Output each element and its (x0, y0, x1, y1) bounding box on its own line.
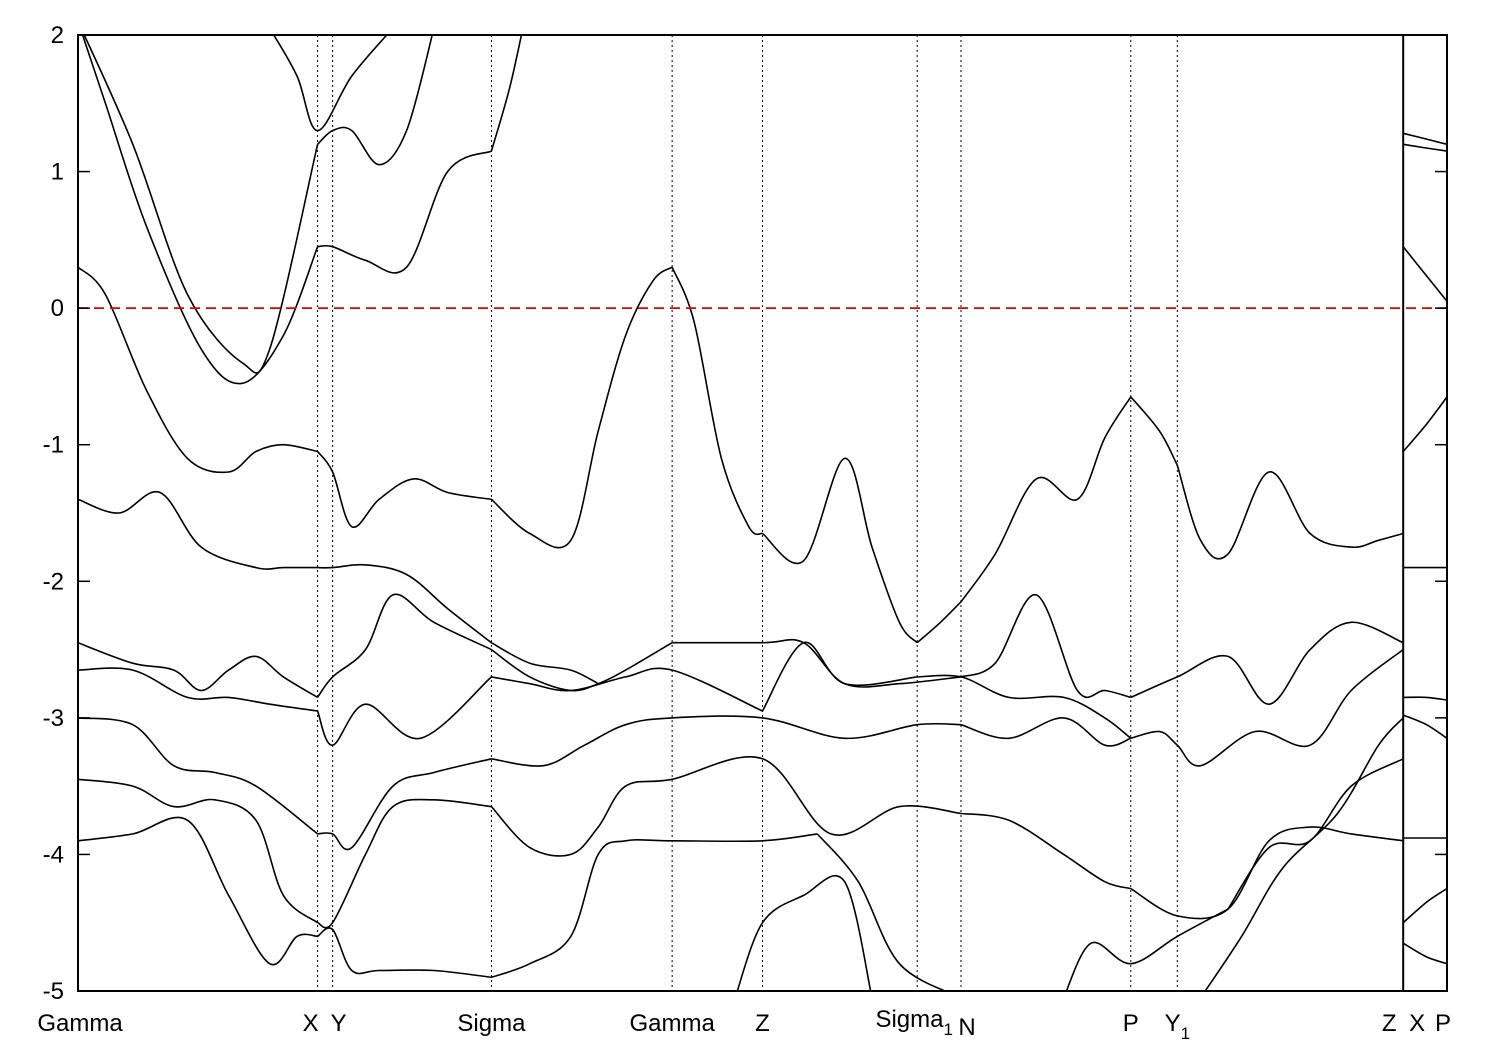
band-line (491, 667, 763, 712)
x-tick-label: Gamma (37, 1010, 123, 1037)
band-line (1403, 696, 1447, 701)
band-line (960, 396, 1132, 603)
band-line (1130, 648, 1404, 767)
band-line (816, 833, 948, 991)
band-line (78, 717, 319, 835)
x-tick-label: P (1435, 1010, 1451, 1037)
band-line (317, 35, 434, 166)
band-line (1065, 908, 1229, 991)
band-line (317, 758, 492, 851)
y-tick-label: -3 (43, 705, 64, 732)
y-tick-label: 2 (51, 22, 64, 49)
x-tick-label-subscript: 1 (943, 1020, 952, 1039)
band-line (1402, 887, 1447, 924)
band-line (317, 798, 492, 929)
band-line (917, 674, 1132, 739)
band-line (1130, 826, 1404, 920)
x-tick-label: Y (331, 1010, 347, 1037)
band-line (78, 641, 319, 699)
x-axis: Gamma X Y Sigma Gamma Z Sigma1 N P Y1 Z X P (37, 1006, 1451, 1043)
band-line (490, 266, 673, 549)
band-line (761, 641, 918, 712)
band-line (1130, 396, 1179, 466)
x-tick-label: P (1123, 1010, 1139, 1037)
band-line (1402, 396, 1447, 453)
x-tick-label: Gamma (629, 1010, 715, 1037)
band-line (78, 266, 318, 474)
x-tick-label: X (303, 1010, 319, 1037)
band-line (1402, 132, 1447, 146)
plot-frame (77, 34, 1448, 992)
band-line (736, 874, 872, 991)
band-line (1130, 621, 1404, 706)
band-line (960, 717, 1132, 747)
band-line (491, 641, 599, 685)
band-line (81, 35, 319, 385)
band-line (317, 563, 492, 644)
x-tick-label-subscript: 1 (1181, 1024, 1190, 1043)
kpoint-lines (317, 35, 1405, 991)
band-line (317, 150, 492, 274)
band-line (316, 593, 492, 698)
band-line (78, 490, 318, 570)
band-line (83, 35, 319, 374)
band-line (761, 457, 918, 644)
y-tick-label: -4 (43, 841, 64, 868)
band-line (672, 638, 962, 688)
band-line (671, 266, 763, 536)
band-line (960, 812, 1132, 890)
band-line (1204, 717, 1404, 991)
y-tick-label: -1 (43, 432, 64, 459)
band-line (491, 715, 962, 767)
band-line (272, 35, 388, 132)
band-line (1402, 714, 1447, 739)
band-line (490, 642, 673, 692)
band-line (916, 601, 962, 644)
y-axis: 2 1 0 -1 -2 -3 -4 -5 (43, 22, 1447, 1005)
band-line (316, 451, 492, 528)
band-line (960, 594, 1132, 699)
bands (78, 35, 1447, 991)
band-line (78, 778, 319, 924)
band-line (1402, 942, 1447, 965)
x-tick-label: N (958, 1014, 975, 1041)
band-line (1403, 143, 1447, 152)
band-line (490, 35, 523, 152)
x-tick-label: Z (755, 1010, 770, 1037)
band-line (78, 816, 318, 966)
x-tick-label: Z (1382, 1010, 1397, 1037)
y-tick-label: 0 (51, 295, 64, 322)
band-line (491, 833, 818, 979)
y-tick-label: 1 (51, 159, 64, 186)
band-line (1176, 464, 1404, 560)
x-tick-label: Sigma (457, 1010, 526, 1037)
band-line (490, 756, 962, 857)
x-tick-label: X (1409, 1010, 1425, 1037)
band-line (78, 667, 318, 712)
y-tick-label: -5 (43, 978, 64, 1005)
y-tick-label: -2 (43, 568, 64, 595)
band-line (317, 927, 492, 979)
band-line (1402, 246, 1447, 302)
band-line (316, 676, 492, 746)
